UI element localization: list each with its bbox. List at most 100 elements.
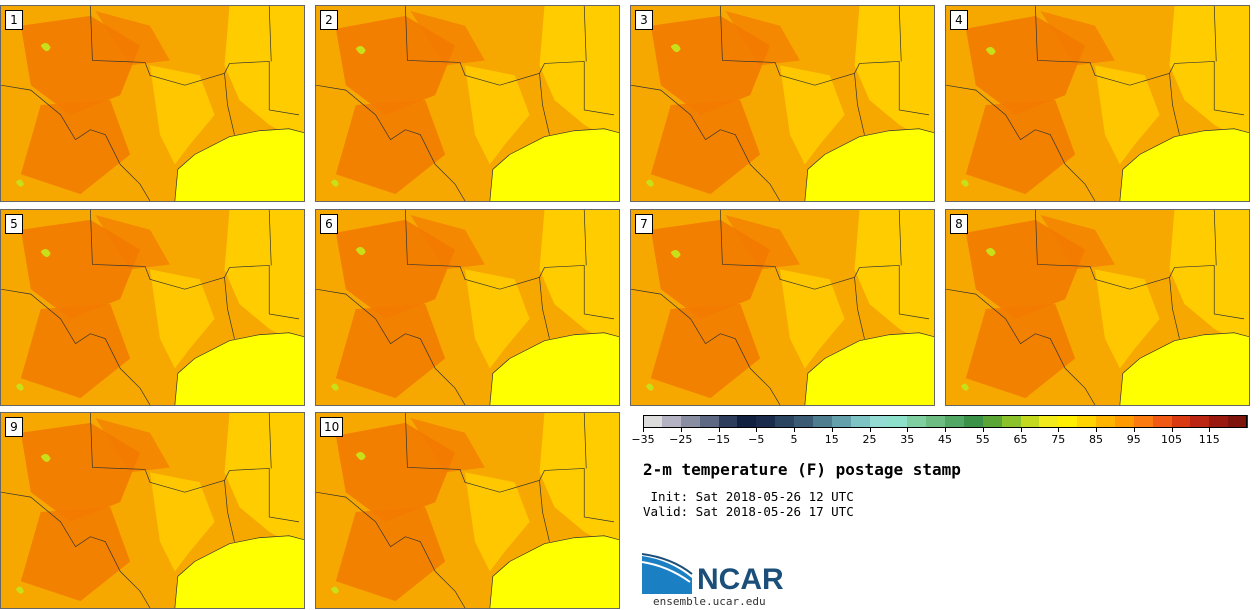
colorbar-segment — [718, 415, 738, 428]
colorbar-segment — [1020, 415, 1040, 428]
map-panel-7: 7 — [630, 209, 935, 406]
member-number: 9 — [5, 417, 23, 437]
temperature-map — [316, 210, 619, 405]
colorbar-segment — [1001, 415, 1021, 428]
temperature-map — [1, 210, 304, 405]
map-panel-10: 10 — [315, 412, 620, 609]
colorbar-tick-label: 35 — [900, 433, 915, 446]
colorbar-segment — [1152, 415, 1172, 428]
temperature-map — [316, 6, 619, 201]
member-number: 4 — [950, 10, 968, 30]
colorbar-tick — [831, 428, 833, 432]
colorbar-tick — [1058, 428, 1060, 432]
colorbar-segment — [907, 415, 927, 428]
member-number: 1 — [5, 10, 23, 30]
colorbar-segment — [699, 415, 719, 428]
colorbar-segment — [775, 415, 795, 428]
colorbar-segment — [1114, 415, 1135, 428]
valid-time: Valid: Sat 2018-05-26 17 UTC — [643, 504, 854, 519]
colorbar-segment — [831, 415, 852, 428]
colorbar-tick — [1020, 428, 1022, 432]
colorbar-frame — [643, 415, 1247, 428]
colorbar-tick-label: 55 — [975, 433, 990, 446]
map-panel-2: 2 — [315, 5, 620, 202]
colorbar-tick-label: 45 — [938, 433, 952, 446]
colorbar-tick — [680, 428, 682, 432]
colorbar-segment — [680, 415, 701, 428]
colorbar-tick-label: 75 — [1051, 433, 1066, 446]
temperature-map — [946, 210, 1249, 405]
colorbar-tick — [718, 428, 720, 432]
colorbar-tick-label: 25 — [862, 433, 877, 446]
colorbar-tick — [794, 428, 795, 432]
map-panel-9: 9 — [0, 412, 305, 609]
map-panel-8: 8 — [945, 209, 1250, 406]
colorbar-tick-label: −15 — [706, 433, 731, 446]
colorbar-segment — [869, 415, 889, 428]
colorbar-segment — [1133, 415, 1154, 428]
member-number: 6 — [320, 214, 338, 234]
member-number: 8 — [950, 214, 968, 234]
temperature-map — [1, 6, 304, 201]
colorbar-tick — [756, 428, 758, 432]
map-panel-4: 4 — [945, 5, 1250, 202]
colorbar-segment — [1096, 415, 1116, 428]
colorbar-tick — [1096, 428, 1097, 432]
colorbar-segment — [643, 415, 663, 428]
colorbar-segment — [1039, 415, 1059, 428]
colorbar-segment — [982, 415, 1003, 428]
colorbar-tick-label: −5 — [748, 433, 765, 446]
colorbar-tick — [907, 428, 909, 432]
member-number: 7 — [635, 214, 653, 234]
colorbar-tick-label: −35 — [631, 433, 655, 446]
member-number: 5 — [5, 214, 23, 234]
colorbar-segment — [1171, 415, 1191, 428]
temperature-map — [1, 413, 304, 608]
colorbar-tick-label: 95 — [1126, 433, 1141, 446]
colorbar-tick — [1133, 428, 1135, 432]
colorbar-tick-label: 115 — [1198, 433, 1220, 446]
plot-title: 2-m temperature (F) postage stamp — [643, 460, 961, 479]
map-panel-1: 1 — [0, 5, 305, 202]
colorbar-tick-label: −25 — [669, 433, 693, 446]
colorbar-segment — [888, 415, 908, 428]
colorbar-segment — [850, 415, 870, 428]
colorbar-tick-label: 105 — [1161, 433, 1182, 446]
colorbar-segment — [1077, 415, 1097, 428]
colorbar-segment — [1209, 415, 1229, 428]
ensemble-url: ensemble.ucar.edu — [653, 595, 766, 608]
temperature-map — [631, 210, 934, 405]
colorbar-tick — [869, 428, 871, 432]
colorbar-segment — [812, 415, 833, 428]
temperature-map — [946, 6, 1249, 201]
colorbar-tick — [1171, 428, 1173, 432]
colorbar-segment — [926, 415, 946, 428]
colorbar-tick — [982, 428, 984, 432]
member-number: 2 — [320, 10, 338, 30]
colorbar-segment — [1190, 415, 1210, 428]
member-number: 10 — [320, 417, 344, 437]
temperature-map — [631, 6, 934, 201]
colorbar-tick-label: 85 — [1089, 433, 1103, 446]
colorbar-tick — [1209, 428, 1211, 432]
colorbar-segment — [661, 415, 682, 428]
colorbar-tick-label: 65 — [1013, 433, 1028, 446]
colorbar-tick-label: 5 — [790, 433, 798, 446]
colorbar-segment — [737, 415, 757, 428]
map-panel-5: 5 — [0, 209, 305, 406]
map-panel-6: 6 — [315, 209, 620, 406]
colorbar-segment — [1058, 415, 1078, 428]
colorbar-tick — [945, 428, 946, 432]
ncar-logo-text: NCAR — [697, 563, 784, 596]
colorbar-segment — [945, 415, 965, 428]
colorbar-tick-label: 15 — [824, 433, 839, 446]
init-time: Init: Sat 2018-05-26 12 UTC — [643, 489, 854, 504]
temperature-map — [316, 413, 619, 608]
colorbar-segment — [963, 415, 984, 428]
colorbar-tick — [643, 428, 644, 432]
colorbar-segment — [756, 415, 776, 428]
member-number: 3 — [635, 10, 653, 30]
map-panel-3: 3 — [630, 5, 935, 202]
colorbar-segment — [794, 415, 814, 428]
ncar-logo-icon — [642, 553, 693, 594]
